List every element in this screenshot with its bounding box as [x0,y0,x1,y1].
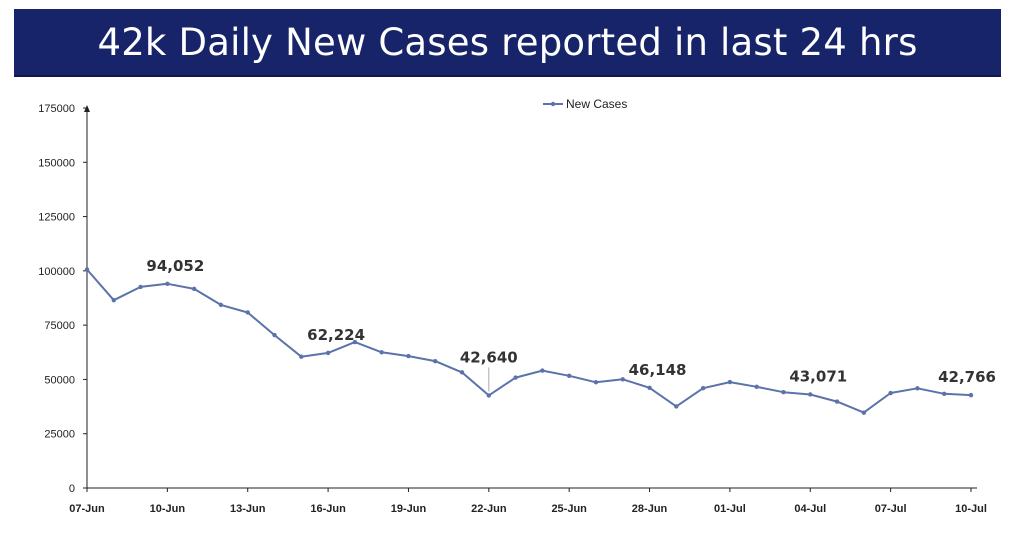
data-point [433,358,438,364]
x-tick-label: 10-Jun [150,503,186,515]
data-point [245,310,250,315]
data-point [942,391,947,396]
x-axis: 07-Jun 10-Jun 13-Jun 16-Jun 19-Jun 22-Jun 25-J… [69,487,987,515]
x-tick-label: 01-Jul [714,503,746,515]
y-tick-label: 0 [69,483,75,495]
data-point [781,390,786,395]
data-point [888,390,893,396]
series-new-cases [84,267,974,415]
data-point [915,386,920,391]
y-tick-label: 25000 [44,429,75,441]
data-labels: 94,052 62,224 42,640 46,148 43,071 42,766 [146,257,996,392]
x-tick-label: 25-Jun [551,503,587,515]
y-tick-label: 150000 [38,157,75,169]
data-point [406,353,411,359]
title-banner: 42k Daily New Cases reported in last 24 … [14,9,1001,75]
x-tick-label: 19-Jun [391,503,427,515]
data-label: 46,148 [629,361,687,379]
x-tick-label: 28-Jun [632,503,668,515]
data-point [299,354,304,359]
x-tick-label: 07-Jul [875,503,907,515]
data-label: 42,640 [460,348,518,366]
data-point [834,399,840,404]
legend-swatch-marker [550,101,556,107]
y-tick-label: 125000 [38,212,75,224]
x-tick-label: 04-Jul [794,503,826,515]
data-point [861,410,867,415]
data-point [700,386,706,391]
data-point [486,393,492,398]
x-tick-label: 07-Jun [69,503,105,515]
data-point [111,297,116,303]
data-point [620,377,625,382]
legend-label: New Cases [566,97,627,111]
data-point [968,392,974,398]
data-point [647,385,652,390]
data-point [379,350,384,355]
x-tick-label: 13-Jun [230,503,266,515]
legend: New Cases [543,97,627,111]
page-title: 42k Daily New Cases reported in last 24 … [97,20,918,64]
data-point [727,379,733,385]
data-point [325,350,331,356]
data-point [674,404,679,409]
data-point [513,375,518,380]
data-point [84,267,90,272]
data-point [138,284,143,290]
data-point [754,384,759,389]
data-point [191,286,197,292]
x-tick-label: 22-Jun [471,503,507,515]
series-line [86,268,972,414]
y-axis: 0 25000 50000 75000 100000 125000 150000 175000 [38,103,90,495]
data-point [593,380,599,385]
data-point [352,339,358,345]
data-point [808,392,813,397]
y-tick-label: 50000 [44,374,75,386]
data-label: 94,052 [146,257,204,275]
data-label: 62,224 [307,326,365,344]
data-point [272,332,277,338]
x-tick-label: 10-Jul [955,503,987,515]
data-label: 43,071 [789,367,847,385]
data-label: 42,766 [938,368,996,386]
data-point [218,302,224,308]
data-point [165,281,170,286]
y-tick-label: 75000 [44,320,75,332]
y-tick-label: 175000 [38,103,75,115]
x-tick-label: 16-Jun [310,503,346,515]
data-point [540,368,545,373]
data-point [566,373,572,379]
data-point [459,370,465,375]
y-tick-label: 100000 [38,266,75,278]
